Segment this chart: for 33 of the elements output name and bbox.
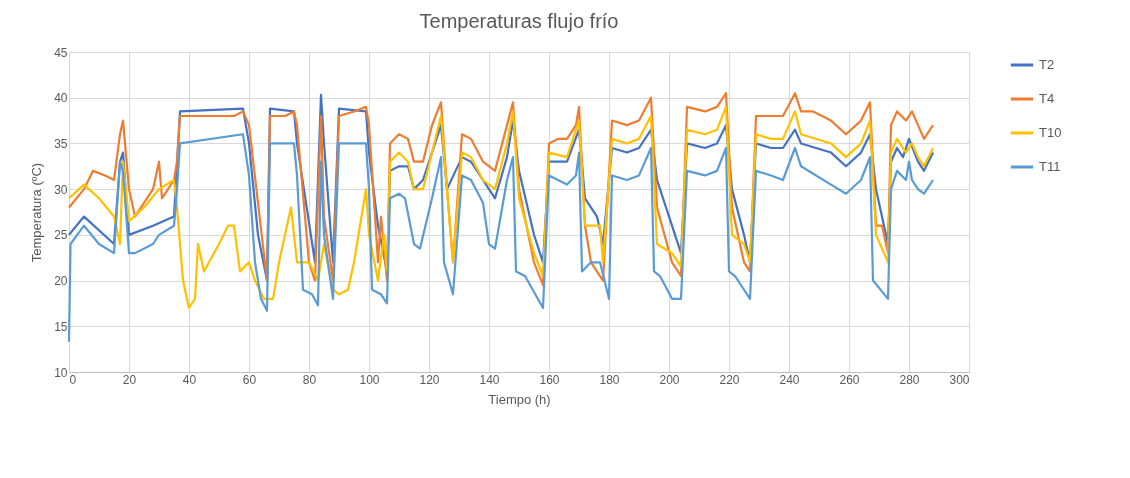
x-tick-label: 180: [599, 372, 620, 387]
x-tick-label: 0: [69, 372, 77, 387]
x-tick-label: 80: [302, 372, 317, 387]
x-tick-label: 100: [359, 372, 380, 387]
legend-label: T4: [1039, 91, 1055, 106]
legend-label: T2: [1039, 57, 1055, 72]
x-tick-label: 260: [839, 372, 860, 387]
x-tick-label: 40: [182, 372, 197, 387]
x-tick-label: 160: [539, 372, 560, 387]
chart-title: Temperaturas flujo frío: [419, 10, 619, 32]
x-tick-label: 200: [659, 372, 680, 387]
x-tick-label: 140: [479, 372, 500, 387]
x-tick-label: 220: [719, 372, 740, 387]
x-tick-label: 60: [242, 372, 257, 387]
y-tick-label: 40: [54, 91, 68, 106]
y-tick-label: 45: [54, 45, 68, 60]
line-series: [67, 105, 935, 310]
x-tick-label: 20: [122, 372, 137, 387]
y-tick-label: 20: [54, 274, 68, 289]
line-series: [67, 133, 935, 343]
y-tick-label: 10: [54, 365, 68, 380]
y-tick-label: 15: [54, 319, 68, 334]
x-tick-label: 240: [779, 372, 800, 387]
x-tick-label: 280: [899, 372, 920, 387]
y-tick-label: 25: [54, 228, 68, 243]
y-tick-label: 30: [54, 182, 68, 197]
y-tick-label: 35: [54, 136, 68, 151]
legend-label: T11: [1039, 159, 1061, 174]
x-tick-label: 120: [419, 372, 440, 387]
legend-label: T10: [1039, 125, 1062, 140]
x-tick-label: 300: [949, 372, 970, 387]
y-axis-title: Temperatura (ºC): [29, 162, 45, 263]
x-axis-title: Tiempo (h): [488, 391, 551, 407]
